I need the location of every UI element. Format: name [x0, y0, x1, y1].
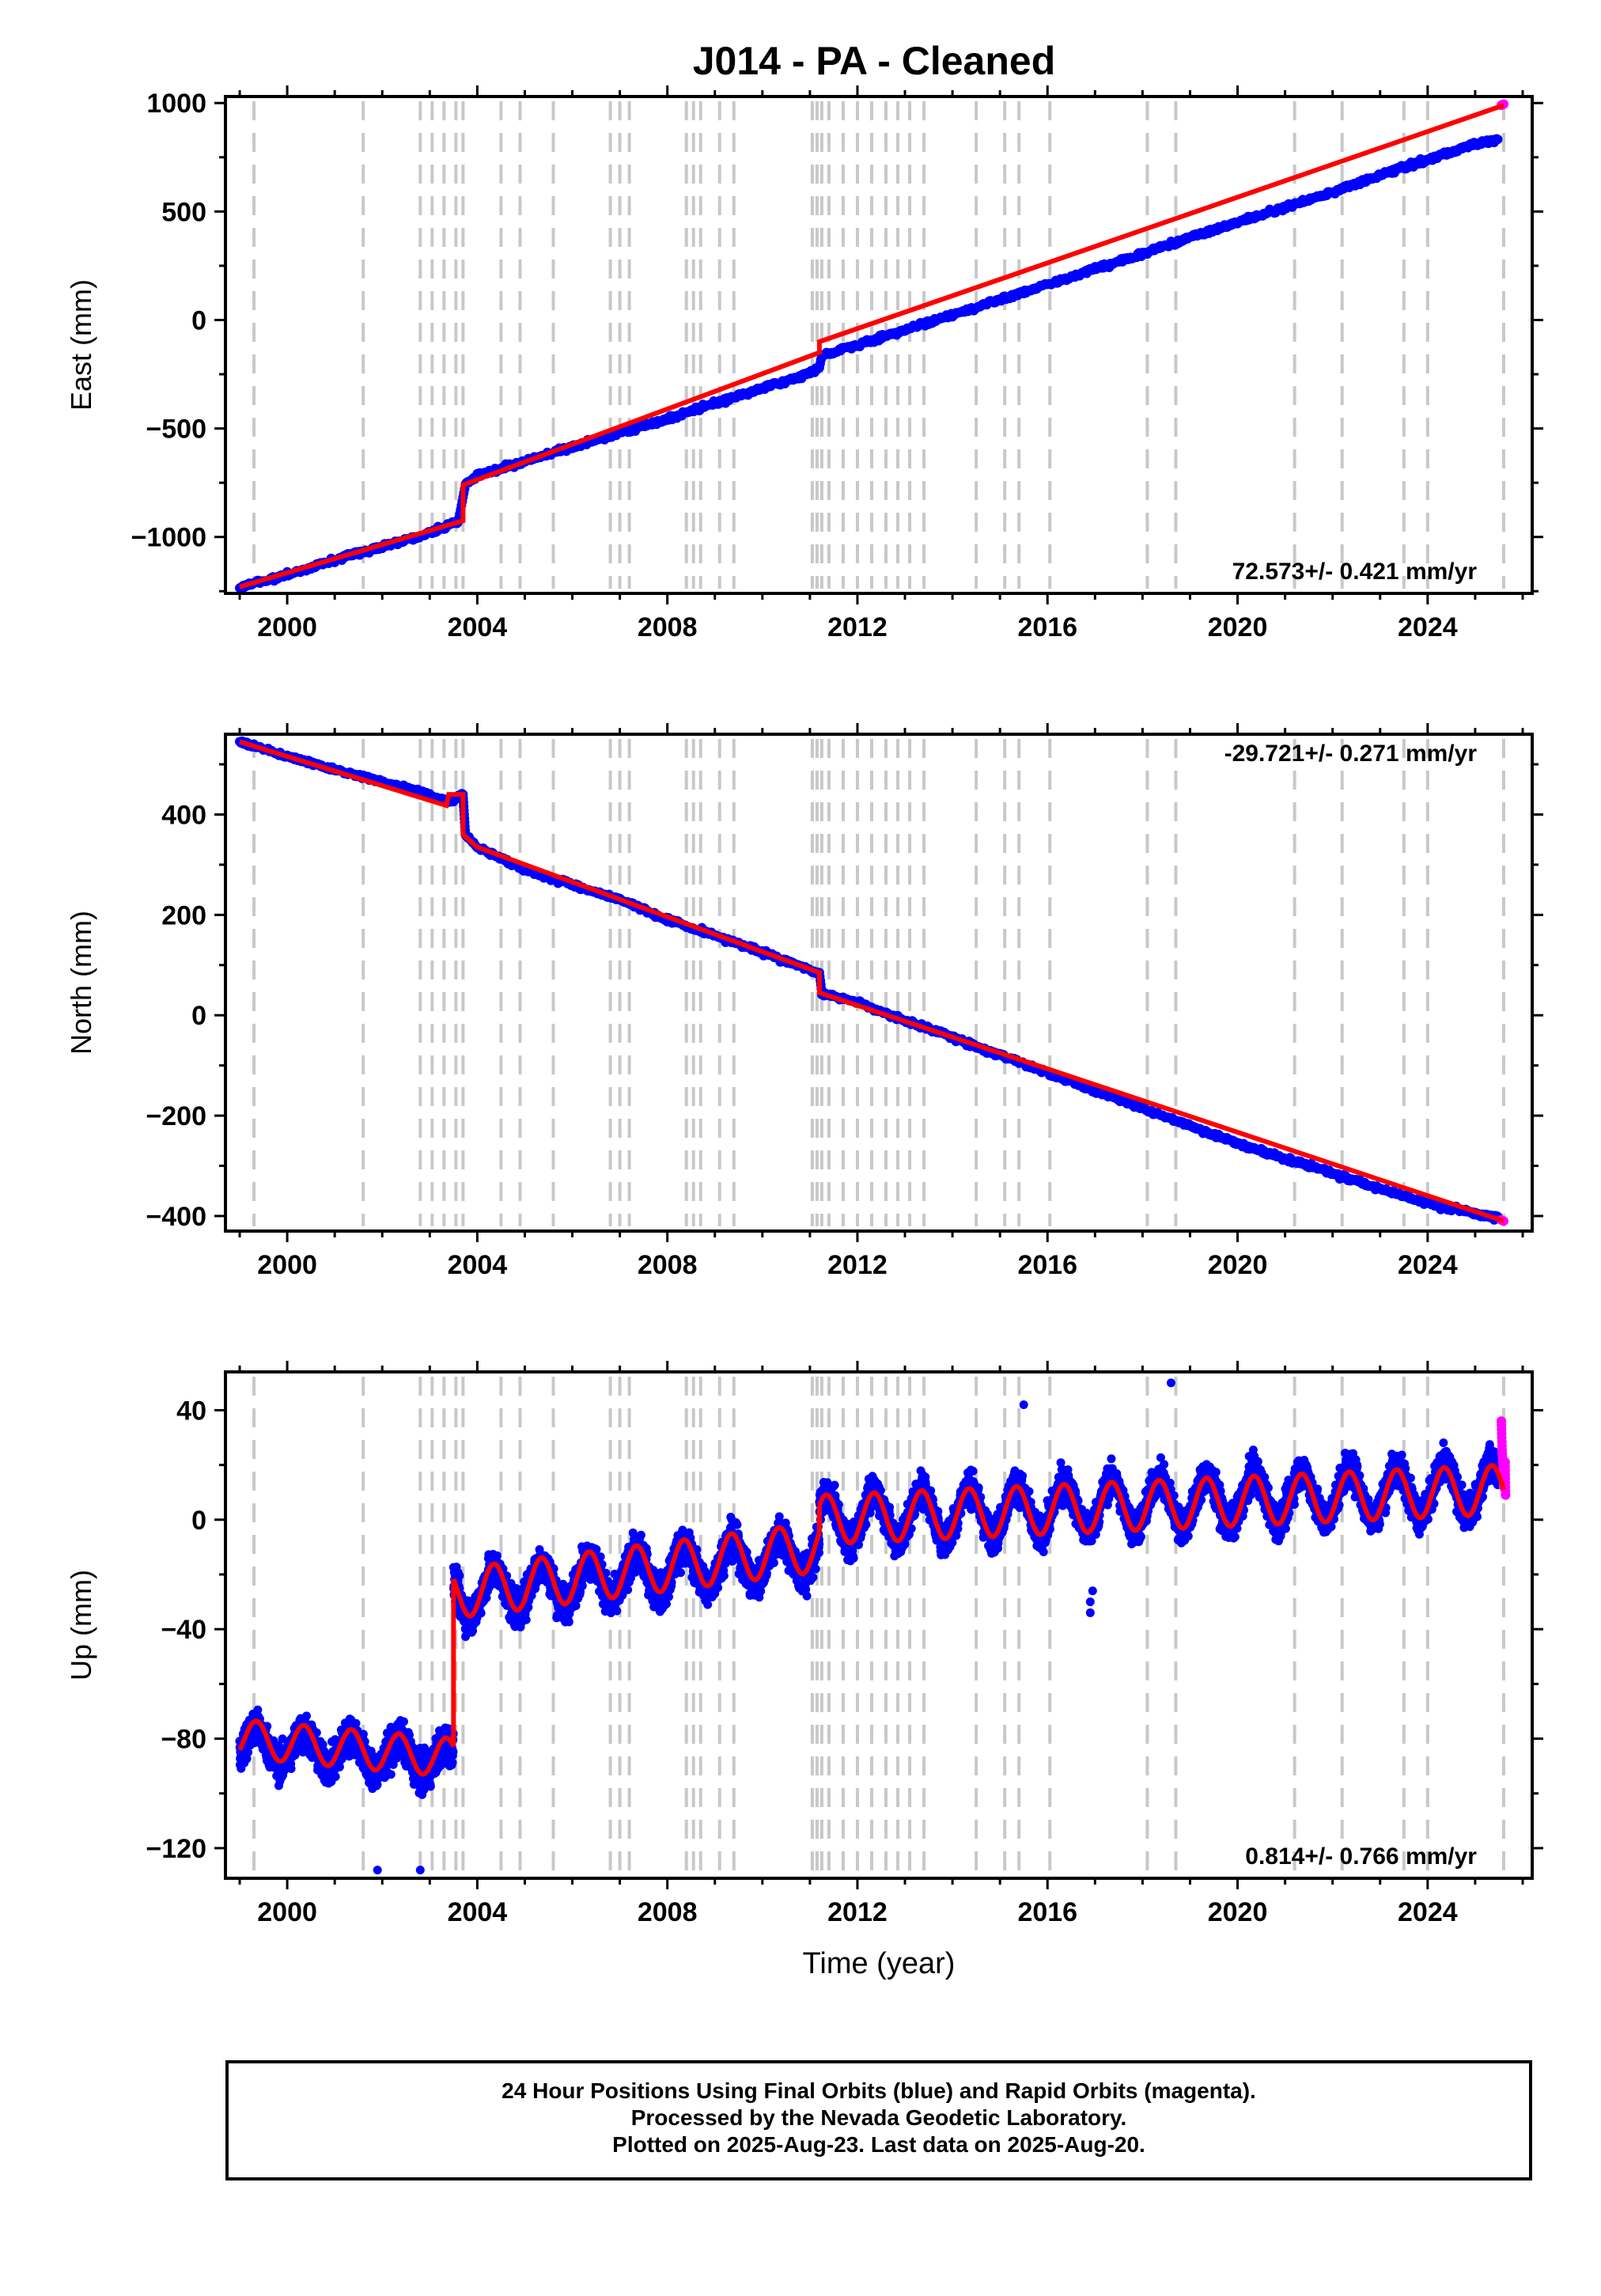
data-point	[331, 1772, 340, 1782]
y-tick-label: 1000	[146, 89, 206, 119]
series-model	[239, 103, 1504, 589]
series-final-orbits	[235, 736, 1503, 1225]
data-point	[1493, 135, 1503, 145]
model-line	[239, 103, 1504, 589]
y-tick-label: −200	[146, 1101, 206, 1131]
x-tick-label: 2012	[827, 1250, 888, 1280]
rate-label: -29.721+/- 0.271 mm/yr	[1224, 741, 1478, 767]
x-tick-label: 2004	[448, 612, 508, 642]
y-tick-label: −400	[146, 1202, 206, 1232]
figure-title: J014 - PA - Cleaned	[693, 39, 1056, 83]
data-point	[623, 1585, 633, 1594]
data-point	[612, 1606, 622, 1616]
x-tick-label: 2024	[1398, 1250, 1458, 1280]
data-point	[571, 1601, 581, 1610]
data-point	[244, 1748, 253, 1757]
data-point	[335, 1762, 344, 1771]
data-point	[476, 1608, 486, 1618]
y-tick-label: 0	[191, 1001, 206, 1031]
data-point	[358, 1730, 368, 1739]
data-point	[253, 1705, 263, 1714]
plot-frame	[224, 733, 1534, 1233]
x-tick-label: 2008	[638, 612, 698, 642]
data-point	[399, 1717, 408, 1726]
y-axis: −400 −200 0 200 400	[146, 763, 1543, 1232]
x-tick-label: 2020	[1208, 612, 1268, 642]
x-tick-label: 2024	[1398, 612, 1458, 642]
y-tick-label: 500	[161, 197, 206, 227]
x-axis: 2000 2004 2008 2012 2016 2020 2024	[238, 85, 1524, 642]
east-panel: 2000 2004 2008 2012 2016 2020 2024 −1000 −500 0 50…	[65, 85, 1543, 642]
series-model	[239, 739, 1504, 1224]
x-tick-label: 2000	[257, 1250, 317, 1280]
data-point	[242, 1754, 252, 1764]
data-point	[564, 1617, 573, 1627]
series-final-orbits	[235, 134, 1503, 593]
data-point	[482, 1593, 491, 1603]
data-point	[312, 1728, 321, 1737]
data-point	[449, 1747, 458, 1756]
data-point	[286, 1764, 296, 1773]
y-axis: −1000 −500 0 500 1000	[131, 89, 1543, 593]
y-tick-label: 400	[161, 800, 206, 830]
data-point	[493, 1551, 502, 1560]
y-axis-label: East (mm)	[65, 279, 97, 411]
series-final-orbits	[235, 1378, 1504, 1875]
x-tick-label: 2016	[1017, 1250, 1077, 1280]
plot-area	[235, 1378, 1511, 1875]
y-tick-label: 0	[191, 305, 206, 335]
x-tick-label: 2016	[1017, 612, 1077, 642]
event-lines	[252, 101, 1505, 589]
plot-area	[235, 736, 1508, 1226]
data-point	[302, 1711, 312, 1721]
data-point	[521, 1615, 531, 1624]
data-point	[404, 1730, 414, 1740]
data-point	[455, 1571, 464, 1581]
x-tick-label: 2004	[448, 1250, 508, 1280]
x-tick-label: 2012	[827, 612, 888, 642]
y-tick-label: −1000	[131, 523, 207, 553]
x-axis: 2000 2004 2008 2012 2016 2020 2024	[238, 723, 1524, 1280]
data-point	[386, 1770, 396, 1779]
plot-frame	[224, 95, 1534, 595]
y-tick-label: −500	[146, 415, 206, 445]
y-axis-label: North (mm)	[65, 911, 97, 1055]
model-line	[239, 739, 1504, 1224]
event-lines	[252, 1377, 1505, 1874]
data-point	[448, 1758, 457, 1767]
data-point	[388, 1760, 398, 1769]
north-panel: 2000 2004 2008 2012 2016 2020 2024 −400 −200 0 200…	[65, 723, 1543, 1280]
x-tick-label: 2000	[257, 612, 317, 642]
event-lines	[252, 739, 1505, 1226]
x-tick-label: 2008	[638, 1250, 698, 1280]
y-tick-label: 200	[161, 900, 206, 930]
up-panel: 2000 2004 2008 2012 2016 2020 2024−120−80−4004…	[65, 1361, 1543, 1980]
plot-area	[235, 99, 1508, 593]
rate-label: 72.573+/- 0.421 mm/yr	[1232, 559, 1478, 585]
x-tick-label: 2020	[1208, 1250, 1268, 1280]
data-point	[351, 1718, 361, 1728]
data-point	[426, 1782, 435, 1791]
